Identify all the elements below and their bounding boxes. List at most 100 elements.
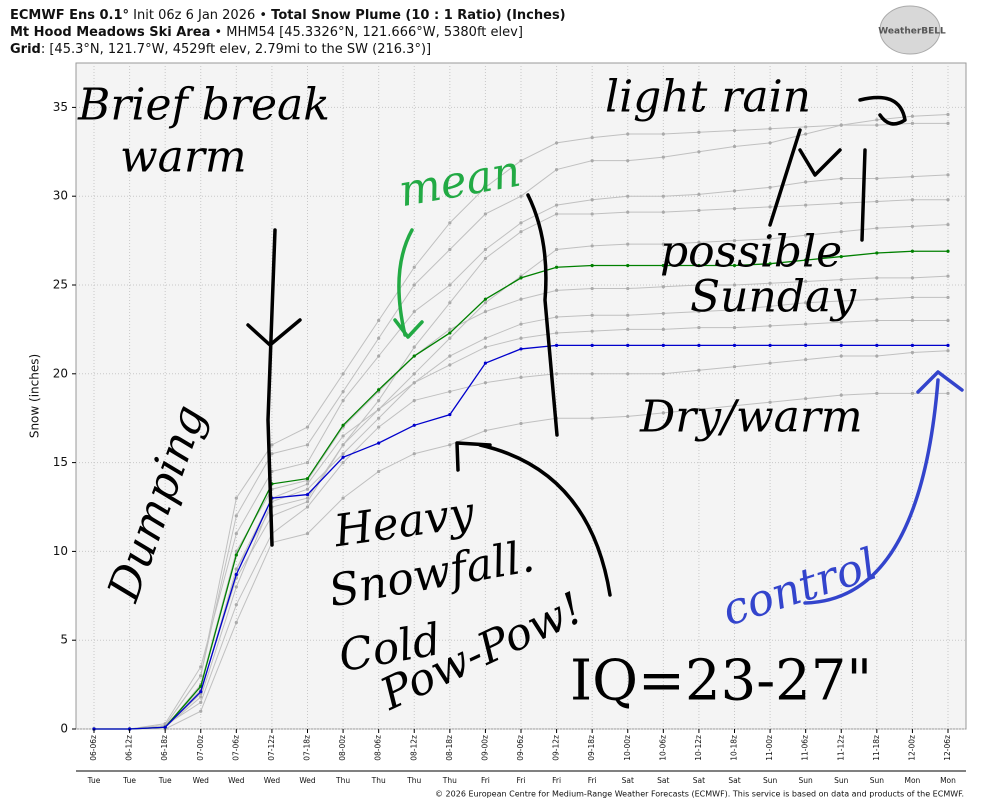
data-point [448,443,452,447]
data-point [483,212,488,216]
data-point [554,265,559,269]
data-point [341,452,345,456]
title-part: ECMWF Ens 0.1° [10,8,129,23]
data-point [377,388,381,392]
data-point [234,567,238,571]
data-point [412,354,416,358]
data-point [732,263,737,268]
data-point [804,132,808,136]
data-point [661,343,665,347]
data-point [875,123,879,127]
data-point [697,326,701,330]
data-point [483,310,488,314]
data-point [305,482,310,486]
data-point [697,130,701,134]
data-point [448,327,452,331]
x-tick-label: 09-18z [587,735,596,761]
arrow [246,228,302,547]
y-tick-label: 5 [60,633,68,647]
data-point [483,381,488,385]
data-point [910,175,915,179]
data-point [804,301,808,305]
x-tick-label: 11-06z [801,735,810,761]
data-point [875,343,879,347]
data-point [590,329,594,333]
data-point [875,391,879,395]
data-point [341,372,345,376]
data-point [554,247,559,252]
annotation: possible [660,227,842,278]
data-point [163,725,167,729]
data-point [946,274,950,278]
data-point [412,372,416,376]
data-point [305,443,310,447]
data-point [341,434,345,438]
data-point [305,487,310,491]
data-point [732,128,737,133]
data-point [341,423,345,427]
arrow [393,228,424,339]
x-tick-label: 10-00z [623,735,632,761]
data-point [554,167,559,172]
annotation: IQ=23-27" [570,649,872,714]
data-point [341,496,345,500]
data-point [519,221,523,225]
grid-info-part: : [45.3°N, 121.7°W, 4529ft elev, 2.79mi … [41,42,431,57]
data-point [377,318,381,323]
data-point [199,665,203,669]
data-point [910,295,915,300]
logo-swirl [879,5,941,55]
data-point [910,114,915,118]
data-point [768,343,772,347]
data-point [483,185,488,189]
data-point [661,194,665,198]
day-label: Sun [799,776,814,785]
day-label: Thu [335,776,350,785]
x-tick-label: 08-00z [338,735,347,761]
annotation: Sunday [690,272,857,323]
data-point [804,322,808,326]
arrow [768,95,907,242]
data-point [910,276,915,280]
data-point [305,500,310,504]
data-point [448,331,452,335]
data-point [946,223,950,227]
subtitle-part: Mt Hood Meadows Ski Area [10,25,210,40]
x-tick-label: 07-18z [303,735,312,761]
data-point [697,208,701,213]
data-point [804,125,808,129]
data-point [804,258,808,262]
data-point [732,207,737,211]
data-point [839,230,843,234]
data-point [448,247,452,252]
day-label: Tue [122,776,136,785]
data-point [661,327,665,331]
data-point [839,123,843,127]
data-point [626,132,630,136]
data-point [199,674,203,678]
data-point [412,310,416,314]
x-tick-label: 07-12z [267,735,276,761]
data-point [839,278,843,282]
data-point [554,203,559,207]
data-point [519,297,523,301]
data-point [839,176,843,181]
data-point [626,194,630,198]
x-tick-label: 06-12z [125,735,134,761]
data-point [910,224,915,228]
data-point [234,496,238,500]
logo: WeatherBELL [878,27,946,37]
data-point [519,194,523,198]
data-point [697,240,701,244]
x-tick-label: 09-06z [516,735,525,761]
day-label: Wed [264,776,281,785]
data-point [483,297,488,301]
data-point [590,263,594,268]
day-label: Tue [158,776,172,785]
data-point [554,315,559,319]
data-point [732,239,737,243]
annotation: warm [120,132,247,183]
data-point [234,603,238,607]
data-point [697,150,701,154]
data-point [305,505,310,509]
